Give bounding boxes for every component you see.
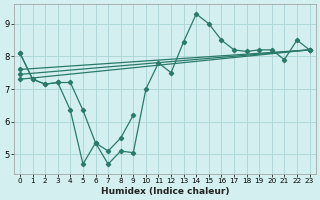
X-axis label: Humidex (Indice chaleur): Humidex (Indice chaleur): [100, 187, 229, 196]
